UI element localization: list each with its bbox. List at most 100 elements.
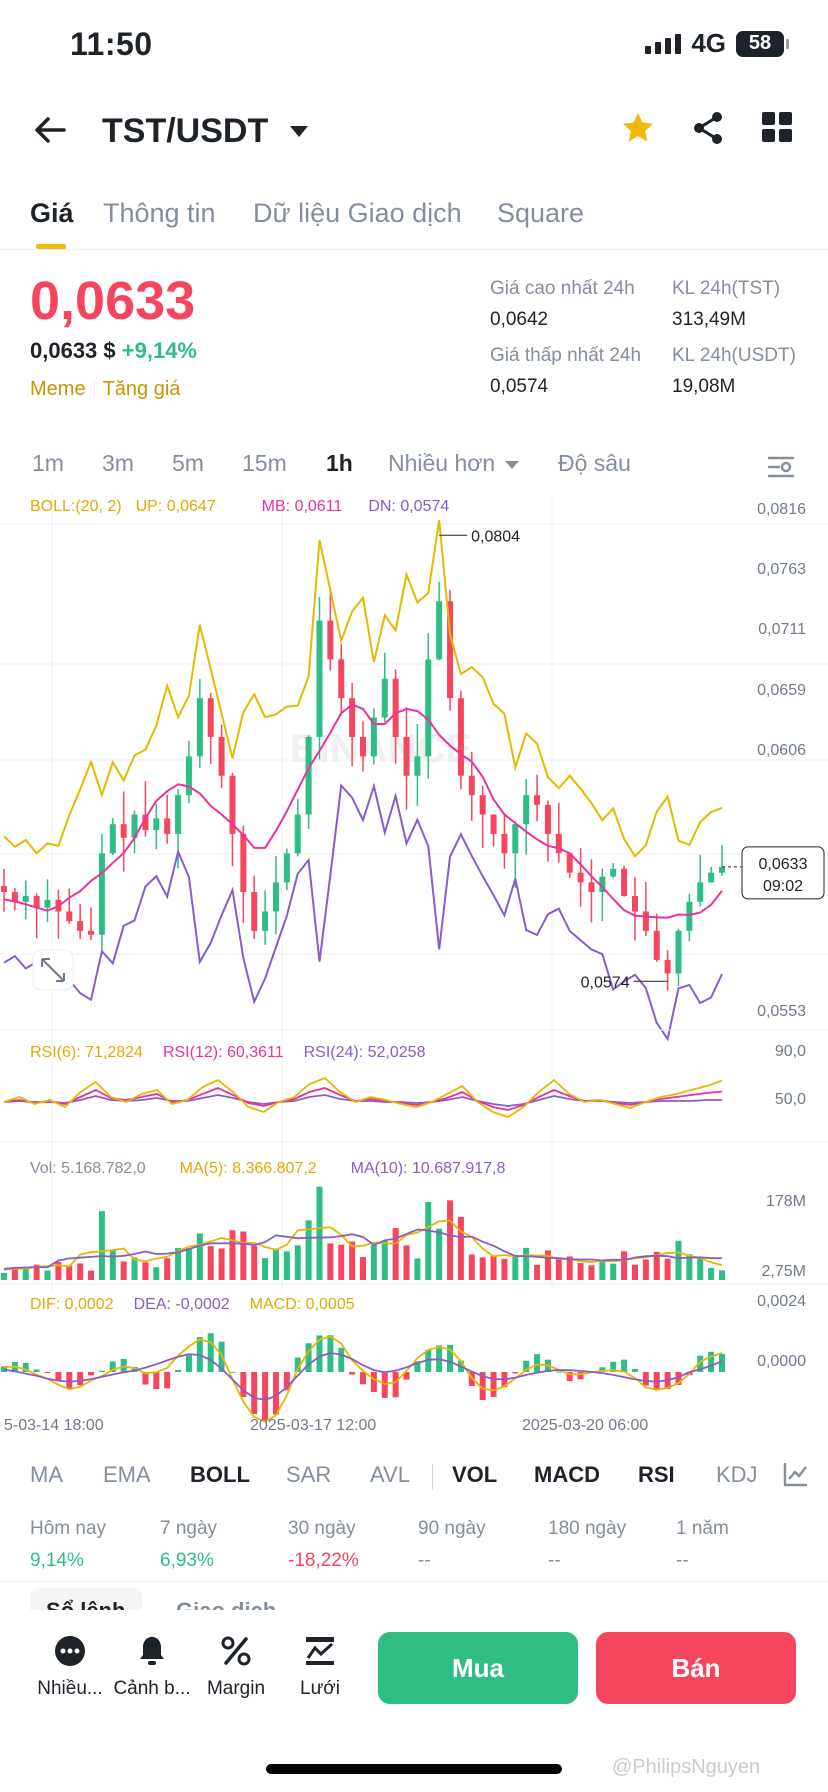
boll-mb-value: MB: 0,0611 (261, 498, 343, 515)
indicator-ma[interactable]: MA (30, 1462, 63, 1487)
macd-histogram-bar (305, 1343, 312, 1372)
candle-body (599, 876, 606, 893)
status-bar: 11:50 4G 58 (0, 0, 828, 84)
candle-body (66, 911, 73, 922)
margin-button[interactable]: Margin (194, 1634, 278, 1700)
layout-grid-icon[interactable] (762, 112, 792, 142)
rsi-axis-label: 50,0 (775, 1091, 806, 1108)
volume-bar (33, 1264, 40, 1280)
price-axis-label: 0,0659 (757, 682, 806, 699)
macd-histogram-bar (642, 1372, 649, 1386)
macd-histogram-bar (142, 1372, 149, 1385)
vol-value: Vol: 5.168.782,0 (30, 1160, 146, 1177)
volume-bar (534, 1264, 541, 1280)
alert-button[interactable]: Cảnh b... (110, 1634, 194, 1700)
interval-1h[interactable]: 1h (326, 450, 353, 476)
macd-dif-line (3, 1335, 723, 1423)
interval-5m[interactable]: 5m (172, 450, 204, 476)
home-indicator (266, 1764, 562, 1774)
macd-value: MACD: 0,0005 (249, 1296, 355, 1313)
volume-bar (131, 1257, 138, 1280)
pair-dropdown-icon[interactable] (290, 126, 308, 137)
price-axis-label: 0,0606 (757, 742, 806, 759)
indicator-sar[interactable]: SAR (286, 1462, 332, 1487)
last-price: 0,0633 (30, 271, 196, 331)
more-button[interactable]: Nhiều... (28, 1634, 112, 1700)
candle-body (1, 886, 7, 893)
current-price-label: 0,0633 (759, 856, 808, 873)
battery-icon: 58 (736, 30, 789, 57)
indicator-kdj[interactable]: KDJ (716, 1462, 758, 1487)
tag-rising[interactable]: Tăng giá (102, 378, 181, 400)
macd-dea-line (3, 1352, 723, 1401)
interval-more[interactable]: Nhiều hơn (388, 450, 520, 477)
volume-bar (436, 1228, 443, 1280)
macd-dif-value: DIF: 0,0002 (30, 1296, 114, 1313)
macd-histogram-bar (403, 1372, 410, 1380)
candle-body (294, 814, 301, 854)
tab-info[interactable]: Thông tin (103, 198, 216, 228)
macd-histogram-bar (77, 1372, 84, 1386)
indicator-rsi[interactable]: RSI (638, 1462, 675, 1487)
volume-bar (164, 1258, 171, 1280)
tag-meme[interactable]: Meme (30, 378, 86, 400)
indicator-ema[interactable]: EMA (103, 1462, 151, 1487)
perf-label: 1 năm (676, 1518, 729, 1539)
interval-1m[interactable]: 1m (32, 450, 64, 476)
margin-label: Margin (206, 1678, 266, 1699)
kline-chart[interactable]: BINANCE0,08160,07630,07110,06590,06060,0… (0, 492, 828, 1440)
sell-button[interactable]: Bán (596, 1632, 796, 1704)
current-price-box (741, 846, 825, 900)
tab-square[interactable]: Square (497, 198, 585, 228)
candle-body (316, 620, 323, 737)
volume-bar (55, 1261, 62, 1280)
candle-body (653, 930, 660, 960)
candle-body (631, 895, 638, 912)
macd-dea-value: DEA: -0,0002 (133, 1296, 230, 1313)
macd-histogram-bar (207, 1333, 214, 1372)
macd-histogram-bar (272, 1372, 279, 1415)
candle-body (218, 736, 225, 776)
indicator-macd[interactable]: MACD (534, 1462, 600, 1487)
rsi-legend: RSI(6): 71,2824 RSI(12): 60,3611 RSI(24)… (30, 1044, 425, 1062)
boll-upper-line (3, 520, 723, 859)
volume-bar (109, 1249, 116, 1280)
macd-histogram-bar (447, 1344, 454, 1372)
indicator-boll[interactable]: BOLL (190, 1462, 250, 1487)
macd-histogram-bar (131, 1366, 138, 1372)
macd-histogram-bar (185, 1355, 192, 1372)
time-axis-label: 2025-03-20 06:00 (522, 1417, 648, 1434)
pair-title[interactable]: TST/USDT (102, 112, 269, 150)
perf-label: 30 ngày (288, 1518, 356, 1539)
chart-settings-icon[interactable] (766, 452, 796, 482)
stat-vol-quote-24h: KL 24h(USDT) 19,08M (672, 345, 796, 398)
more-dots-icon (55, 1636, 85, 1666)
interval-15m[interactable]: 15m (242, 450, 287, 476)
rsi-axis-label: 90,0 (775, 1043, 806, 1060)
boll-params: BOLL:(20, 2) (30, 498, 122, 515)
volume-bar (327, 1243, 334, 1280)
indicator-settings-icon[interactable] (782, 1460, 810, 1488)
back-arrow-icon[interactable] (30, 110, 70, 150)
candle-body (425, 659, 432, 757)
indicator-vol[interactable]: VOL (452, 1462, 498, 1487)
grid-trading-button[interactable]: Lưới (278, 1634, 362, 1700)
buy-button[interactable]: Mua (378, 1632, 578, 1704)
share-icon[interactable] (690, 110, 726, 146)
indicator-avl[interactable]: AVL (370, 1462, 410, 1487)
candle-body (196, 698, 203, 757)
depth-tab[interactable]: Độ sâu (558, 450, 631, 476)
tab-trading-data[interactable]: Dữ liệu Giao dịch (253, 198, 462, 228)
candle-body (686, 901, 693, 931)
interval-3m[interactable]: 3m (102, 450, 134, 476)
tab-price[interactable]: Giá (30, 198, 74, 228)
tag-separator (93, 380, 95, 398)
volume-bar (22, 1268, 29, 1280)
candle-body (44, 899, 51, 908)
candle-body (719, 866, 725, 873)
macd-axis-label: 0,0000 (757, 1353, 806, 1370)
more-label: Nhiều... (37, 1678, 103, 1699)
macd-histogram-bar (251, 1372, 258, 1414)
volume-bar (11, 1268, 18, 1280)
favorite-star-icon[interactable] (620, 110, 656, 146)
